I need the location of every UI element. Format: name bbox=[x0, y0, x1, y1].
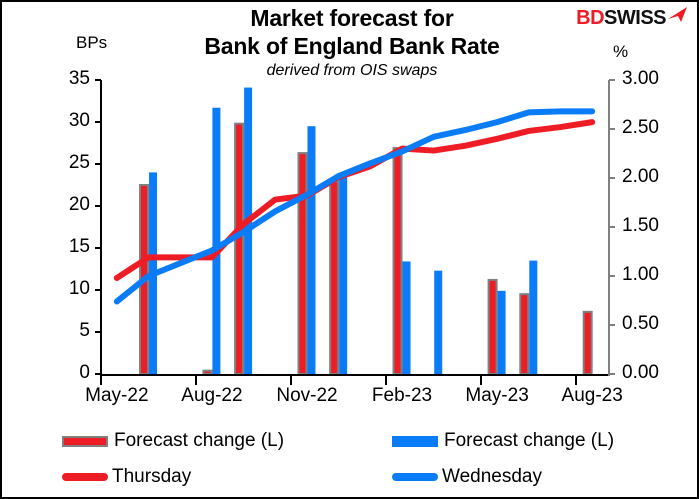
plot-area bbox=[101, 80, 608, 374]
arrow-swoosh-icon bbox=[667, 6, 689, 31]
x-axis bbox=[100, 374, 610, 376]
bar bbox=[529, 260, 538, 374]
bar bbox=[329, 180, 340, 374]
y-tick-label-left: 30 bbox=[68, 110, 90, 131]
x-tick bbox=[290, 374, 293, 385]
legend-swatch-line-blue-icon bbox=[392, 473, 438, 481]
x-tick bbox=[385, 374, 388, 385]
bar bbox=[234, 122, 245, 374]
legend-item-forecast-change-red: Forecast change (L) bbox=[62, 430, 284, 452]
legend-swatch-bar-red-icon bbox=[62, 435, 108, 447]
logo-text-swiss: SWISS bbox=[604, 6, 666, 29]
legend-label-2: Thursday bbox=[112, 466, 192, 487]
y-tick-right bbox=[609, 79, 615, 81]
legend-swatch-bar-blue-icon bbox=[392, 435, 438, 447]
chart-legend: Forecast change (L) Forecast change (L) … bbox=[2, 422, 699, 497]
y-tick-right bbox=[609, 177, 615, 179]
x-tick-label: Aug-22 bbox=[181, 385, 243, 406]
y-tick-label-right: 2.50 bbox=[622, 117, 659, 138]
y-axis-right bbox=[608, 80, 610, 376]
x-tick bbox=[575, 374, 578, 385]
y-tick-label-right: 3.00 bbox=[622, 68, 659, 89]
y-tick-label-left: 15 bbox=[68, 236, 90, 257]
y-tick-label-left: 5 bbox=[79, 320, 90, 341]
bar bbox=[392, 147, 403, 374]
y-tick-label-right: 1.50 bbox=[622, 215, 659, 236]
y-tick-label-right: 0.00 bbox=[622, 362, 659, 383]
x-tick-label: Feb-23 bbox=[371, 385, 433, 406]
bar bbox=[519, 293, 530, 374]
y-tick-label-left: 0 bbox=[79, 362, 90, 383]
line-series bbox=[113, 108, 596, 305]
x-tick-label: May-23 bbox=[465, 385, 529, 406]
chart-subtitle: derived from OIS swaps bbox=[266, 62, 438, 79]
line-series bbox=[113, 119, 596, 281]
left-axis-unit-label: BPs bbox=[76, 33, 108, 52]
y-tick-right bbox=[609, 373, 615, 375]
bar bbox=[202, 369, 213, 374]
y-tick-left bbox=[95, 247, 101, 249]
logo-text-bd: BD bbox=[576, 6, 605, 29]
bar bbox=[307, 126, 316, 374]
bar bbox=[212, 107, 221, 374]
y-tick-label-left: 35 bbox=[68, 68, 90, 89]
legend-swatch-line-red-icon bbox=[62, 473, 108, 481]
chart-title-block: Market forecast for Bank of England Bank… bbox=[152, 4, 552, 81]
bar bbox=[487, 278, 498, 374]
y-axis-left bbox=[100, 80, 102, 376]
y-tick-left bbox=[95, 163, 101, 165]
legend-item-thursday: Thursday bbox=[62, 466, 191, 488]
bar bbox=[297, 152, 308, 374]
y-tick-left bbox=[95, 373, 101, 375]
legend-item-wednesday: Wednesday bbox=[392, 466, 542, 488]
y-tick-left bbox=[95, 79, 101, 81]
x-tick-label: Nov-22 bbox=[276, 385, 338, 406]
y-tick-label-left: 10 bbox=[68, 278, 90, 299]
bar bbox=[497, 290, 506, 374]
y-tick-label-right: 0.50 bbox=[622, 313, 659, 334]
page-title-line-1: Market forecast for bbox=[250, 5, 454, 31]
legend-label-1: Forecast change (L) bbox=[444, 430, 615, 451]
y-tick-label-right: 2.00 bbox=[622, 166, 659, 187]
right-axis-unit-label: % bbox=[613, 42, 629, 61]
y-tick-label-left: 25 bbox=[68, 152, 90, 173]
bar bbox=[582, 310, 593, 374]
y-tick-label-right: 1.00 bbox=[622, 264, 659, 285]
x-tick bbox=[195, 374, 198, 385]
x-tick-label: May-22 bbox=[85, 385, 149, 406]
legend-label-0: Forecast change (L) bbox=[114, 430, 285, 451]
y-tick-label-left: 20 bbox=[68, 194, 90, 215]
y-tick-left bbox=[95, 331, 101, 333]
page-title-line-2: Bank of England Bank Rate bbox=[204, 33, 500, 59]
y-tick-left bbox=[95, 205, 101, 207]
y-tick-right bbox=[609, 275, 615, 277]
bdswiss-logo: BD SWISS bbox=[576, 6, 689, 31]
legend-item-forecast-change-blue: Forecast change (L) bbox=[392, 430, 614, 452]
bar bbox=[339, 177, 348, 374]
y-tick-left bbox=[95, 289, 101, 291]
bar bbox=[434, 270, 443, 374]
y-tick-right bbox=[609, 128, 615, 130]
legend-label-3: Wednesday bbox=[442, 466, 542, 487]
y-tick-right bbox=[609, 226, 615, 228]
x-tick-label: Aug-23 bbox=[561, 385, 623, 406]
x-tick bbox=[480, 374, 483, 385]
x-tick bbox=[100, 374, 102, 385]
y-tick-left bbox=[95, 121, 101, 123]
bar bbox=[402, 261, 411, 374]
y-tick-right bbox=[609, 324, 615, 326]
